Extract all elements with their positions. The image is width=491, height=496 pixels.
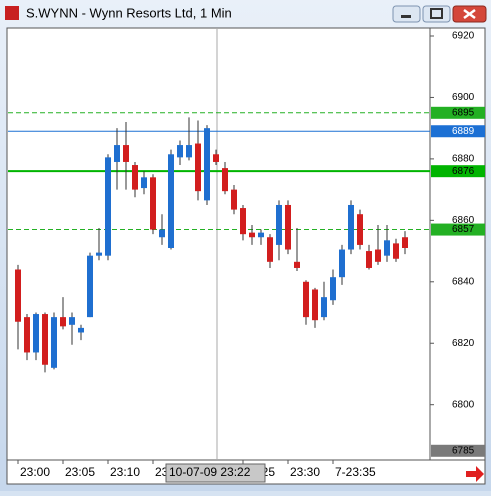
candle-body bbox=[231, 189, 237, 210]
level-label: 6895 bbox=[452, 107, 475, 118]
y-tick-label: 6860 bbox=[452, 215, 475, 226]
candle-body bbox=[285, 204, 291, 250]
candle-body bbox=[330, 277, 336, 301]
candle-body bbox=[204, 128, 210, 201]
y-tick-label: 6900 bbox=[452, 92, 475, 103]
maximize-button[interactable] bbox=[422, 5, 451, 23]
level-label: 6876 bbox=[452, 166, 475, 177]
candle-body bbox=[51, 317, 57, 368]
y-tick-label: 6920 bbox=[452, 31, 475, 42]
chart-area bbox=[6, 27, 486, 461]
candle-body bbox=[150, 177, 156, 230]
crosshair-box bbox=[165, 463, 266, 483]
close-icon bbox=[463, 8, 476, 20]
candle-body bbox=[393, 243, 399, 259]
candle-body bbox=[177, 145, 183, 158]
candle-body bbox=[276, 204, 282, 245]
x-tick-label: 7-23:35 bbox=[335, 465, 376, 479]
candle-body bbox=[240, 208, 246, 235]
candle-body bbox=[249, 232, 255, 238]
candle-body bbox=[348, 204, 354, 250]
scroll-arrow[interactable] bbox=[466, 466, 484, 482]
level-label: 6857 bbox=[452, 224, 475, 235]
candle-body bbox=[42, 314, 48, 365]
level-box bbox=[431, 444, 485, 457]
candle-body bbox=[375, 249, 381, 262]
candle-body bbox=[123, 145, 129, 162]
candle-body bbox=[105, 157, 111, 256]
candle-body bbox=[141, 177, 147, 189]
y-tick-label: 6800 bbox=[452, 399, 475, 410]
level-box bbox=[431, 125, 485, 138]
candle-body bbox=[357, 214, 363, 245]
candle-body bbox=[60, 317, 66, 327]
candle-body bbox=[222, 168, 228, 192]
candle-body bbox=[195, 143, 201, 192]
candle-body bbox=[213, 154, 219, 162]
window-icon bbox=[5, 6, 19, 20]
x-tick-label: 23:00 bbox=[20, 465, 50, 479]
window-title: S.WYNN - Wynn Resorts Ltd, 1 Min bbox=[26, 5, 232, 20]
candle-body bbox=[78, 327, 84, 333]
x-tick-label: 23:30 bbox=[290, 465, 320, 479]
minimize-icon bbox=[401, 15, 411, 18]
crosshair-label: 10-07-09 23:22 bbox=[169, 465, 251, 479]
x-tick-label: 23:10 bbox=[110, 465, 140, 479]
y-tick-label: 6820 bbox=[452, 338, 475, 349]
candle-body bbox=[321, 297, 327, 318]
candle-body bbox=[258, 232, 264, 238]
candle-body bbox=[384, 240, 390, 256]
y-tick-label: 6840 bbox=[452, 276, 475, 287]
candle-body bbox=[312, 289, 318, 321]
candle-body bbox=[159, 229, 165, 238]
candle-body bbox=[294, 261, 300, 268]
level-box bbox=[431, 106, 485, 119]
candle-body bbox=[366, 251, 372, 268]
level-box bbox=[431, 165, 485, 178]
candle-body bbox=[24, 317, 30, 353]
maximize-icon bbox=[430, 8, 443, 19]
candle-body bbox=[303, 281, 309, 318]
candle-body bbox=[186, 145, 192, 158]
candle-body bbox=[96, 252, 102, 256]
x-tick-label: 23:05 bbox=[65, 465, 95, 479]
candle-body bbox=[168, 154, 174, 248]
candle-body bbox=[267, 237, 273, 262]
candle-body bbox=[33, 314, 39, 353]
minimize-button[interactable] bbox=[392, 5, 421, 23]
candle-body bbox=[402, 237, 408, 248]
level-label: 6889 bbox=[452, 126, 475, 137]
candle-body bbox=[114, 145, 120, 162]
level-label: 6785 bbox=[452, 445, 475, 456]
candle-body bbox=[87, 255, 93, 318]
candle-body bbox=[15, 269, 21, 322]
level-box bbox=[431, 223, 485, 236]
y-tick-label: 6880 bbox=[452, 154, 475, 165]
candle-body bbox=[339, 249, 345, 278]
candle-body bbox=[69, 317, 75, 325]
candle-body bbox=[132, 165, 138, 190]
